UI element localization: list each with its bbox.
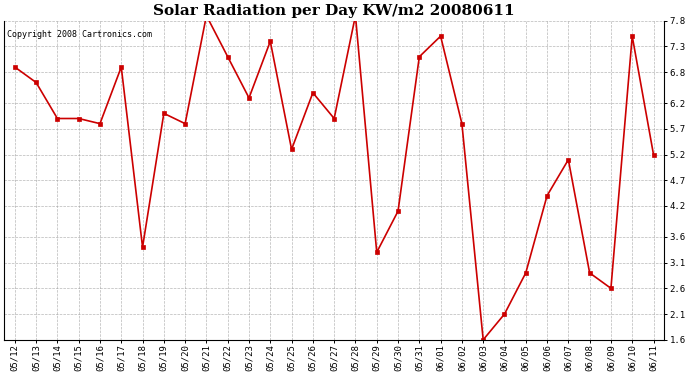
Title: Solar Radiation per Day KW/m2 20080611: Solar Radiation per Day KW/m2 20080611 — [153, 4, 515, 18]
Text: Copyright 2008 Cartronics.com: Copyright 2008 Cartronics.com — [8, 30, 152, 39]
